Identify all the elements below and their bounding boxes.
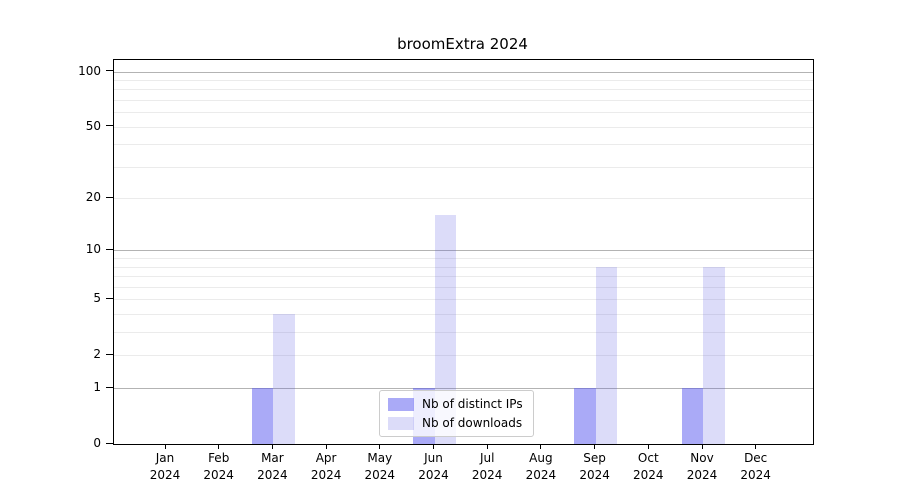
y-tick-label: 5 — [93, 291, 101, 306]
legend-label-distinct-ips: Nb of distinct IPs — [422, 397, 523, 411]
x-tick-label-feb: Feb 2024 — [203, 451, 234, 482]
minor-gridline — [114, 276, 813, 278]
plot-area: Nb of distinct IPs Nb of downloads — [113, 59, 814, 445]
y-tick-label: 0 — [93, 436, 101, 450]
bar-distinct-ips-nov — [681, 388, 703, 444]
bar-downloads-jun — [434, 215, 456, 444]
bar-downloads-nov — [703, 266, 725, 444]
x-tick-label-may: May 2024 — [364, 451, 396, 482]
major-gridline — [114, 250, 813, 252]
major-gridline — [114, 388, 813, 390]
minor-gridline — [114, 286, 813, 288]
x-tick-mark — [755, 444, 757, 449]
x-tick-mark — [647, 444, 649, 449]
y-tick-mark — [106, 196, 113, 198]
x-tick-label-jun: Jun 2024 — [418, 451, 449, 482]
y-tick-mark — [106, 125, 113, 127]
bar-downloads-mar — [273, 314, 295, 444]
major-gridline — [114, 71, 813, 73]
legend-swatch-distinct-ips — [388, 397, 414, 411]
legend: Nb of distinct IPs Nb of downloads — [379, 390, 534, 437]
x-tick-label-aug: Aug 2024 — [525, 451, 557, 482]
minor-gridline — [114, 79, 813, 81]
y-tick-label: 2 — [93, 347, 101, 362]
legend-item-distinct-ips: Nb of distinct IPs — [388, 397, 523, 411]
x-tick-mark — [379, 444, 381, 449]
x-tick-label-dec: Dec 2024 — [740, 451, 771, 482]
y-tick-mark — [106, 353, 113, 355]
minor-gridline — [114, 355, 813, 357]
y-tick-label: 100 — [78, 63, 101, 78]
y-tick-label: 50 — [85, 118, 101, 133]
y-tick-label: 1 — [93, 380, 101, 395]
x-tick-label-jul: Jul 2024 — [471, 451, 503, 482]
x-tick-label-sep: Sep 2024 — [579, 451, 610, 482]
y-tick-mark — [106, 386, 113, 388]
x-tick-mark — [164, 444, 166, 449]
y-tick-mark — [106, 297, 113, 299]
minor-gridline — [114, 258, 813, 260]
x-tick-label-mar: Mar 2024 — [257, 451, 288, 482]
x-tick-mark — [325, 444, 327, 449]
x-tick-mark — [433, 444, 434, 449]
minor-gridline — [114, 166, 813, 168]
minor-gridline — [114, 314, 813, 316]
y-tick-mark — [106, 70, 113, 71]
minor-gridline — [114, 99, 813, 101]
x-tick-mark — [594, 444, 596, 449]
minor-gridline — [114, 89, 813, 91]
minor-gridline — [114, 126, 813, 128]
legend-label-downloads: Nb of downloads — [422, 416, 523, 430]
y-tick-label: 20 — [85, 190, 101, 205]
legend-swatch-downloads — [388, 416, 414, 430]
x-tick-mark — [540, 444, 542, 449]
x-tick-label-nov: Nov 2024 — [686, 451, 718, 482]
y-tick-mark — [106, 442, 113, 444]
bar-distinct-ips-mar — [251, 388, 274, 444]
minor-gridline — [114, 198, 813, 200]
y-tick-label: 10 — [85, 242, 101, 257]
minor-gridline — [114, 112, 813, 114]
x-tick-label-apr: Apr 2024 — [310, 451, 342, 482]
bar-distinct-ips-sep — [574, 388, 596, 444]
x-tick-mark — [271, 444, 273, 449]
y-tick-mark — [106, 248, 113, 250]
legend-item-downloads: Nb of downloads — [388, 416, 523, 430]
x-tick-mark — [701, 444, 703, 449]
x-tick-label-jan: Jan 2024 — [149, 451, 181, 482]
x-tick-mark — [218, 444, 220, 449]
chart-title: broomExtra 2024 — [397, 35, 528, 53]
minor-gridline — [114, 299, 813, 301]
x-tick-mark — [486, 444, 488, 449]
bar-downloads-sep — [595, 266, 618, 444]
minor-gridline — [114, 144, 813, 146]
x-tick-label-oct: Oct 2024 — [633, 451, 664, 482]
minor-gridline — [114, 266, 813, 268]
minor-gridline — [114, 332, 813, 334]
